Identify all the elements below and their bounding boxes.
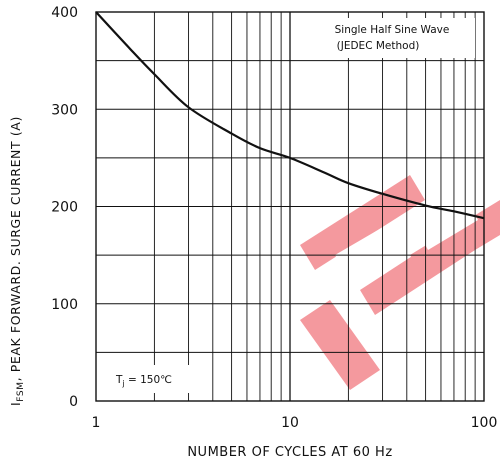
annotation-line-2: (JEDEC Method) — [337, 40, 420, 52]
x-tick-label: 1 — [92, 415, 101, 431]
tj-symbol: T — [115, 374, 123, 386]
series-layer — [95, 11, 485, 220]
watermark-logo — [300, 175, 500, 390]
waveform-annotation: Single Half Sine Wave (JEDEC Method) — [310, 18, 475, 58]
y-tick-label: 200 — [51, 200, 78, 216]
y-tick-label: 400 — [51, 5, 78, 21]
watermark-cutout — [335, 220, 405, 273]
x-tick-label: 100 — [471, 415, 498, 431]
x-tick-label: 10 — [281, 415, 299, 431]
y-tick-label: 100 — [51, 297, 78, 313]
y-tick-label: 0 — [69, 394, 78, 410]
tj-background — [104, 365, 192, 393]
x-axis-label: NUMBER OF CYCLES AT 60 Hz — [187, 445, 392, 460]
y-axis-label-rest: , PEAK FORWARD. SURGE CURRENT (A) — [8, 116, 23, 381]
tick-labels: 1 10 100 0 100 200 300 400 — [51, 5, 497, 431]
tj-value: = 150℃ — [125, 374, 172, 386]
watermark-shape — [410, 200, 500, 280]
watermark-shape — [300, 175, 425, 270]
watermark-cutout — [420, 205, 478, 250]
y-tick-label: 300 — [51, 102, 78, 118]
tj-label: Tj = 150℃ — [115, 374, 172, 388]
y-axis-label-subscript: FSM — [16, 381, 26, 401]
tj-annotation: Tj = 150℃ — [104, 365, 192, 393]
plot-frame — [95, 11, 485, 402]
series-line — [95, 11, 485, 220]
y-axis-label: IFSM, PEAK FORWARD. SURGE CURRENT (A) — [8, 116, 26, 406]
y-axis-label-main: I — [8, 402, 23, 406]
tj-subscript: j — [121, 379, 124, 388]
annotation-background — [310, 18, 475, 58]
watermark-shape — [300, 300, 380, 390]
annotation-line-1: Single Half Sine Wave — [335, 24, 450, 36]
watermark-shape — [360, 225, 475, 315]
